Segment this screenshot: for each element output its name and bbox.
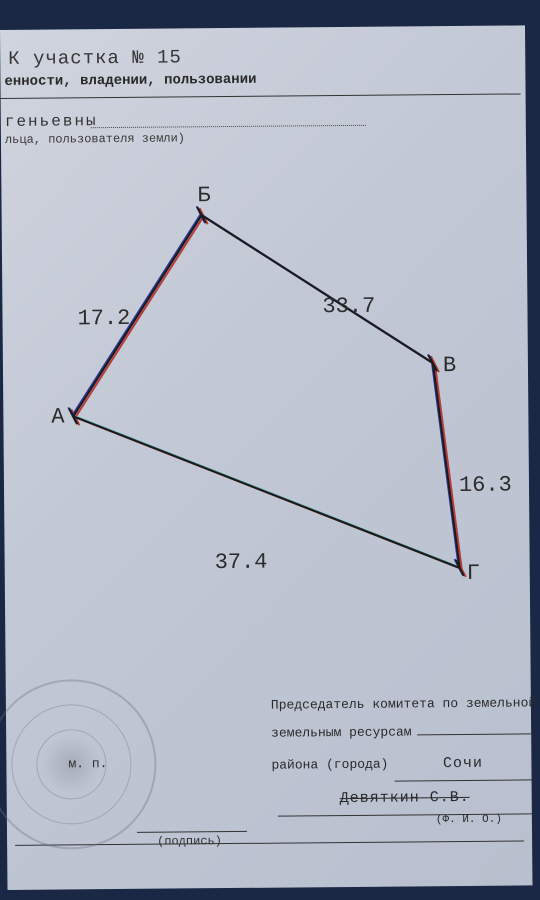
signature-name: Девяткин С.В. xyxy=(278,780,532,816)
plot-diagram: А Б В Г 17.2 33.7 16.3 37.4 xyxy=(1,152,530,617)
signature-caption: (подпись) xyxy=(157,834,222,849)
owner-name-fragment: геньевны xyxy=(1,108,526,131)
title-word: участка № xyxy=(33,47,145,70)
divider-top xyxy=(1,93,521,99)
committee-label-3: района (города) xyxy=(271,751,388,781)
plot-svg xyxy=(1,152,530,617)
subtitle: енности, владении, пользовании xyxy=(0,69,525,90)
vertex-A: А xyxy=(51,404,64,429)
committee-line-4: Девяткин С.В. xyxy=(272,780,532,816)
committee-line-1: Председатель комитета по земельной ре xyxy=(271,689,531,720)
title-line: К участка № 15 xyxy=(0,43,525,70)
document-footer: м. п. (подпись) Председатель комитета по… xyxy=(7,840,532,860)
city-field: Сочи xyxy=(394,746,531,781)
committee-line-2: земельным ресурсам xyxy=(271,718,531,749)
title-prefix: К xyxy=(8,48,21,70)
document-header: К участка № 15 енности, владении, пользо… xyxy=(0,25,526,147)
committee-block: Председатель комитета по земельной ре зе… xyxy=(271,689,532,827)
committee-label-2: земельным ресурсам xyxy=(271,719,412,749)
document-paper: К участка № 15 енности, владении, пользо… xyxy=(0,25,532,890)
fio-caption: (Ф. И. О.) xyxy=(272,814,532,827)
vertex-B: Б xyxy=(197,183,210,208)
edge-BV-length: 33.7 xyxy=(322,294,375,319)
committee-line-3: района (города) Сочи xyxy=(271,746,531,782)
owner-caption: льца, пользователя земли) xyxy=(1,128,526,147)
committee-text-1: Председатель комитета по земельной ре xyxy=(271,689,540,720)
signature-line xyxy=(137,831,247,833)
edge-GA-length: 37.4 xyxy=(215,550,268,575)
vertex-V: В xyxy=(443,353,456,378)
vertex-G: Г xyxy=(467,561,480,586)
edge-AB-length: 17.2 xyxy=(77,306,130,331)
mp-label: м. п. xyxy=(68,756,107,771)
committee-blank-2 xyxy=(418,734,532,736)
plot-number: 15 xyxy=(157,46,182,68)
edge-VG-length: 16.3 xyxy=(459,473,512,498)
